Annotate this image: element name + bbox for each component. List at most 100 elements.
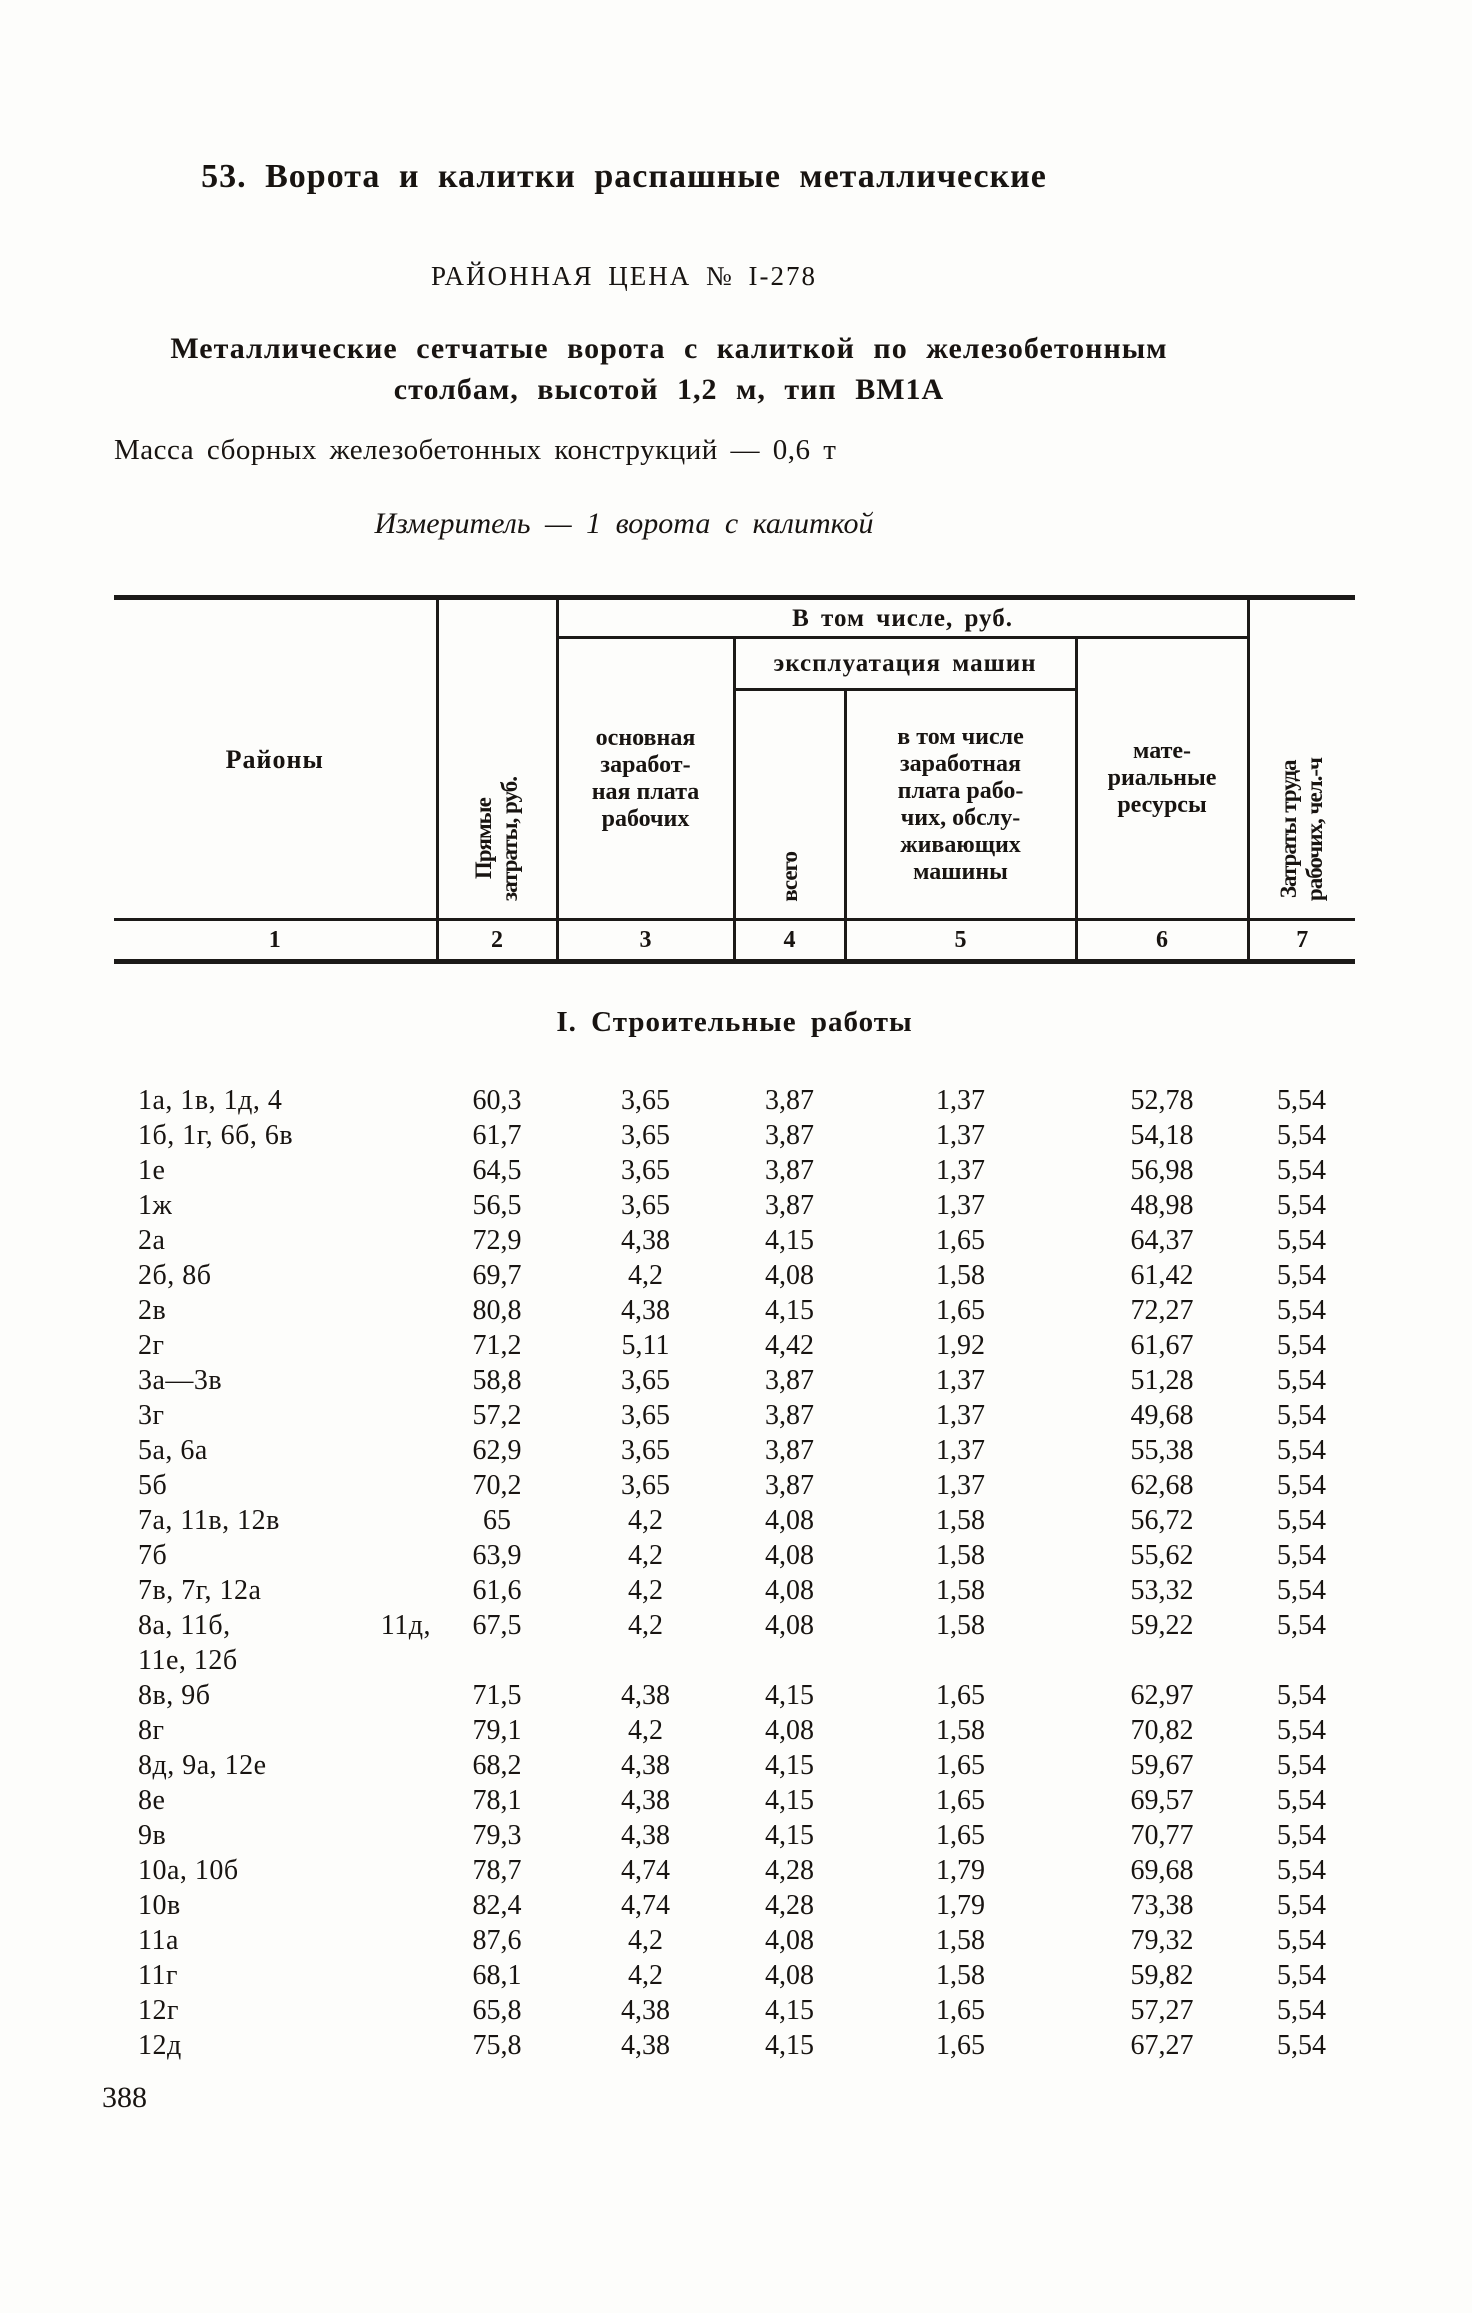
value-cell: 1,37 — [936, 1190, 985, 1222]
value-cell: 53,32 — [1130, 1575, 1194, 1607]
value-cell: 55,38 — [1130, 1435, 1194, 1467]
region-label: 2г — [138, 1330, 165, 1362]
value-cell: 61,6 — [472, 1575, 522, 1607]
region-label: 12г — [138, 1995, 179, 2027]
value-cell: 69,7 — [472, 1260, 522, 1292]
table-row: 12д 75,8 4,38 4,15 1,65 67,27 5,54 — [114, 2028, 1355, 2063]
value-cell: 4,08 — [765, 1925, 814, 1957]
value-cell: 75,8 — [472, 2030, 522, 2062]
region-label: 1б, 1г, 6б, 6в — [138, 1120, 294, 1152]
header-direct-costs-text: Прямые затраты, руб. — [471, 777, 522, 902]
value-cell: 1,92 — [936, 1330, 985, 1362]
value-cell: 1,37 — [936, 1155, 985, 1187]
value-cell: 1,37 — [936, 1365, 985, 1397]
value-cell: 5,54 — [1277, 1295, 1326, 1327]
value-cell: 4,2 — [628, 1715, 663, 1747]
value-cell: 49,68 — [1130, 1400, 1194, 1432]
value-cell: 4,2 — [628, 1925, 663, 1957]
value-cell: 1,65 — [936, 1995, 985, 2027]
value-cell: 5,54 — [1277, 1890, 1326, 1922]
region-label: 3г — [138, 1400, 165, 1432]
region-label: 5а, 6а — [138, 1435, 208, 1467]
header-total: всего — [734, 689, 847, 920]
value-cell: 5,54 — [1277, 1190, 1326, 1222]
value-cell: 4,38 — [621, 1785, 670, 1817]
value-cell: 5,54 — [1277, 1925, 1326, 1957]
value-cell: 1,65 — [936, 1750, 985, 1782]
value-cell: 1,58 — [936, 1925, 985, 1957]
table-row: 9в 79,3 4,38 4,15 1,65 70,77 5,54 — [114, 1818, 1355, 1853]
value-cell: 71,5 — [472, 1680, 522, 1712]
value-cell: 61,7 — [472, 1120, 522, 1152]
value-cell: 3,87 — [765, 1155, 814, 1187]
region-label: 10в — [138, 1890, 181, 1922]
value-cell: 4,38 — [621, 1820, 670, 1852]
value-cell: 80,8 — [472, 1295, 522, 1327]
value-cell: 5,54 — [1277, 1540, 1326, 1572]
value-cell: 3,87 — [765, 1120, 814, 1152]
column-number: 7 — [1246, 918, 1356, 962]
value-cell: 5,54 — [1277, 1785, 1326, 1817]
value-cell: 52,78 — [1130, 1085, 1194, 1117]
value-cell: 4,15 — [765, 1225, 814, 1257]
value-cell: 64,37 — [1130, 1225, 1194, 1257]
value-cell: 61,67 — [1130, 1330, 1194, 1362]
value-cell: 4,38 — [621, 1995, 670, 2027]
value-cell: 3,65 — [621, 1190, 670, 1222]
price-table-data: 1а, 1в, 1д, 4 60,3 3,65 3,87 1,37 52,78 5,54 1б… — [114, 1083, 1355, 2063]
table-row: 8в, 9б 71,5 4,38 4,15 1,65 62,97 5,54 — [114, 1678, 1355, 1713]
value-cell: 5,54 — [1277, 1715, 1326, 1747]
value-cell: 3,87 — [765, 1400, 814, 1432]
table-row: 11г 68,1 4,2 4,08 1,58 59,82 5,54 — [114, 1958, 1355, 1993]
value-cell: 61,42 — [1130, 1260, 1194, 1292]
value-cell: 5,54 — [1277, 1225, 1326, 1257]
measure-note: Измеритель — 1 ворота с калиткой — [374, 507, 874, 541]
table-row: 2б, 8б 69,7 4,2 4,08 1,58 61,42 5,54 — [114, 1258, 1355, 1293]
value-cell: 5,54 — [1277, 1470, 1326, 1502]
value-cell: 1,58 — [936, 1960, 985, 1992]
value-cell: 87,6 — [472, 1925, 522, 1957]
value-cell: 4,08 — [765, 1610, 814, 1642]
value-cell: 5,54 — [1277, 1680, 1326, 1712]
value-cell: 5,54 — [1277, 1820, 1326, 1852]
region-label: 3а—3в — [138, 1365, 223, 1397]
measure-block: Измеритель — 1 ворота с калиткой — [114, 507, 1134, 541]
table-row: 10а, 10б 78,7 4,74 4,28 1,79 69,68 5,54 — [114, 1853, 1355, 1888]
value-cell: 3,87 — [765, 1190, 814, 1222]
value-cell: 5,54 — [1277, 1995, 1326, 2027]
table-row: 1б, 1г, 6б, 6в 61,7 3,65 3,87 1,37 54,18 5,54 — [114, 1118, 1355, 1153]
page-content: 53. Ворота и калитки распашные металличе… — [102, 158, 1356, 2115]
value-cell: 69,57 — [1130, 1785, 1194, 1817]
value-cell: 3,65 — [621, 1365, 670, 1397]
value-cell: 1,37 — [936, 1120, 985, 1152]
value-cell: 59,67 — [1130, 1750, 1194, 1782]
column-number-row: 1 2 3 4 5 6 7 — [114, 918, 1356, 962]
value-cell: 1,58 — [936, 1610, 985, 1642]
value-cell: 5,54 — [1277, 1120, 1326, 1152]
header-machine-operator-wages: в том числе заработная плата рабо- чих, … — [845, 689, 1078, 920]
region-label: 8г — [138, 1715, 165, 1747]
value-cell: 4,38 — [621, 1680, 670, 1712]
item-description: Металлические сетчатые ворота с калиткой… — [114, 328, 1224, 410]
value-cell: 82,4 — [472, 1890, 522, 1922]
value-cell: 4,38 — [621, 1295, 670, 1327]
value-cell: 1,37 — [936, 1400, 985, 1432]
value-cell: 1,37 — [936, 1085, 985, 1117]
value-cell: 4,15 — [765, 1750, 814, 1782]
value-cell: 1,65 — [936, 1785, 985, 1817]
price-table-header: Районы Прямые затраты, руб. В том числе,… — [114, 595, 1356, 965]
value-cell: 1,58 — [936, 1505, 985, 1537]
value-cell: 67,27 — [1130, 2030, 1194, 2062]
value-cell: 3,87 — [765, 1365, 814, 1397]
value-cell: 78,1 — [472, 1785, 522, 1817]
value-cell: 5,54 — [1277, 2030, 1326, 2062]
region-label: 9в — [138, 1820, 167, 1852]
region-label: 7в, 7г, 12а — [138, 1575, 262, 1607]
value-cell: 4,08 — [765, 1575, 814, 1607]
table-row: 7в, 7г, 12а 61,6 4,2 4,08 1,58 53,32 5,54 — [114, 1573, 1355, 1608]
value-cell: 5,54 — [1277, 1960, 1326, 1992]
value-cell: 57,2 — [472, 1400, 522, 1432]
value-cell: 5,54 — [1277, 1365, 1326, 1397]
value-cell: 5,54 — [1277, 1155, 1326, 1187]
